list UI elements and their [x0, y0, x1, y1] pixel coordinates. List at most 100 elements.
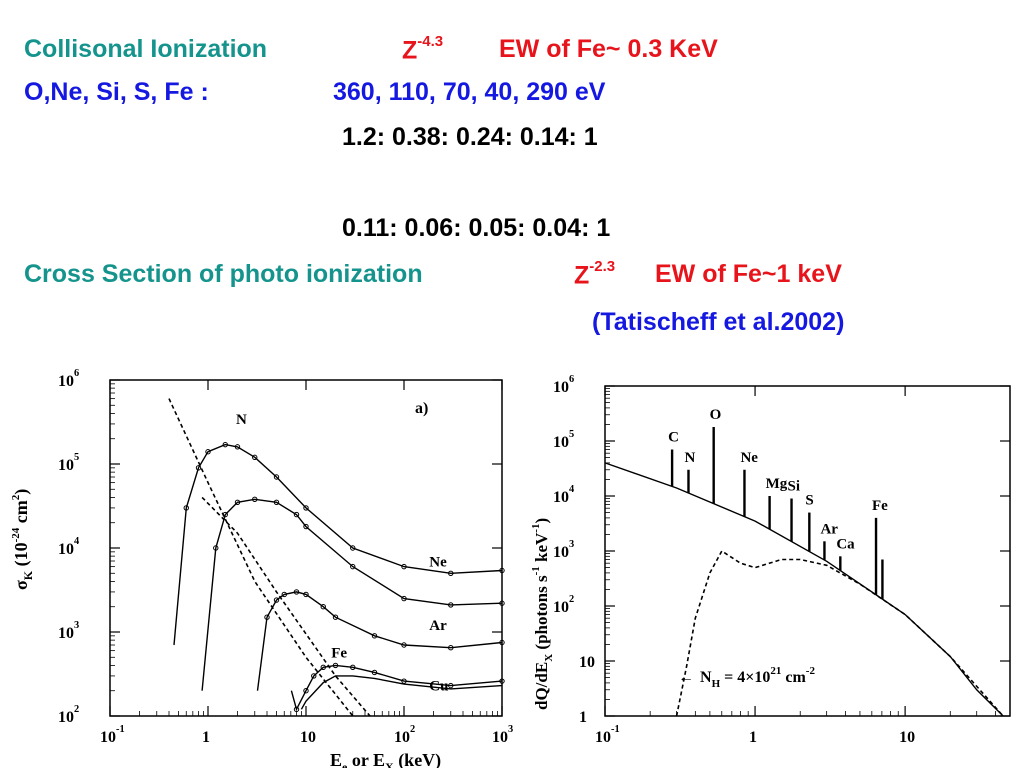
y-tick-label: 103: [58, 620, 79, 642]
data-point-ar: [401, 642, 407, 648]
data-point-n: [401, 563, 407, 570]
svg-text:σK (10-24 cm2): σK (10-24 cm2): [10, 489, 35, 590]
x-tick-label: 103: [492, 724, 513, 746]
line-label-ar: Ar: [820, 521, 838, 537]
curve-label-ne: Ne: [429, 555, 447, 571]
line-label-ne: Ne: [740, 450, 758, 466]
data-point-fe: [332, 662, 339, 669]
photoionization-label: Cross Section of photo ionization: [24, 260, 423, 288]
data-point-ne: [293, 511, 300, 518]
y-tick-label: 104: [553, 484, 574, 506]
ratio-collisional: 1.2: 0.38: 0.24: 0.14: 1: [342, 123, 598, 151]
plot-frame: [109, 379, 503, 717]
curve-label-cu: Cu: [429, 679, 448, 695]
y-tick-label: 106: [553, 374, 574, 396]
line-label-mg: Mg: [766, 476, 788, 492]
data-point-n: [273, 474, 280, 480]
data-point-n: [222, 441, 228, 448]
y-tick-label: 1: [579, 709, 587, 726]
y-tick-label: 10: [579, 654, 595, 671]
photo-z-scaling: Z-2.3: [574, 258, 616, 290]
data-point-ar: [371, 633, 378, 639]
data-point-ne: [213, 545, 219, 551]
data-point-n: [205, 449, 211, 455]
data-point-n: [303, 505, 309, 511]
x-ray-spectrum-chart: 10-1 1 10 1 10 102 103 104 105 106 dQ/dEX (photon…: [530, 374, 1011, 746]
series-line-fe: [290, 664, 503, 712]
elements-label: O,Ne, Si, S, Fe :: [24, 78, 209, 106]
ratio-photo: 0.11: 0.06: 0.05: 0.04: 1: [342, 214, 611, 242]
x-tick-label: 10-1: [100, 724, 125, 746]
citation: (Tatischeff et al.2002): [592, 308, 845, 336]
data-point-ar: [303, 591, 309, 598]
y-axis-label: σK (10-24 cm2): [10, 489, 35, 590]
curve-label-ar: Ar: [429, 618, 447, 634]
data-point-n: [252, 454, 258, 461]
data-point-fe: [320, 664, 326, 670]
line-label-ca: Ca: [836, 536, 855, 552]
elements-values: 360, 110, 70, 40, 290 eV: [333, 78, 606, 106]
data-point-n: [350, 545, 356, 551]
nh-annotation: ← NH = 4×1021 cm-2: [678, 665, 815, 690]
data-point-ne: [234, 499, 241, 505]
cross-section-chart: 10-111010210310410102103104105106 a) σK …: [10, 368, 513, 768]
data-point-ne: [222, 511, 228, 518]
data-point-ar: [264, 614, 270, 620]
line-label-fe: Fe: [872, 498, 888, 514]
y-axis-label: dQ/dEX (photons s-1 keV-1): [530, 518, 555, 710]
data-point-ne: [448, 602, 454, 608]
line-label-c: C: [668, 430, 679, 446]
data-point-n: [195, 465, 202, 471]
data-point-fe: [401, 678, 407, 684]
y-tick-label: 102: [553, 594, 574, 616]
y-tick-label: 104: [58, 536, 79, 558]
series-line-n: [168, 398, 354, 717]
y-tick-label: 106: [58, 368, 79, 390]
data-point-ar: [293, 589, 300, 595]
data-point-ne: [303, 523, 309, 530]
panel-label: a): [415, 400, 428, 417]
line-label-s: S: [805, 493, 813, 509]
x-tick-label: 10: [300, 729, 316, 746]
y-tick-label: 105: [58, 452, 79, 474]
data-point-ne: [273, 499, 280, 505]
data-point-ne: [252, 496, 258, 502]
y-tick-label: 105: [553, 429, 574, 451]
data-point-ar: [499, 639, 505, 646]
data-point-n: [499, 567, 505, 574]
curve-label-fe: Fe: [331, 645, 347, 661]
data-point-ar: [320, 604, 326, 610]
collisional-ew-fe: EW of Fe~ 0.3 KeV: [499, 35, 718, 63]
line-label-si: Si: [788, 479, 801, 495]
data-point-fe: [371, 669, 378, 676]
data-point-fe: [303, 688, 309, 694]
data-point-ar: [281, 591, 287, 598]
series-line-n: [173, 443, 503, 646]
line-label-o: O: [710, 407, 722, 423]
collisional-z-scaling: Z-4.3: [402, 33, 444, 65]
y-tick-label: 103: [553, 539, 574, 561]
curve-label-n: N: [236, 412, 247, 428]
data-point-fe: [293, 706, 300, 713]
series-line-ne: [201, 498, 503, 691]
data-point-ar: [332, 614, 339, 620]
svg-text:dQ/dEX (photons s-1 keV-1): dQ/dEX (photons s-1 keV-1): [530, 518, 555, 710]
x-tick-label: 1: [202, 729, 210, 746]
data-point-fe: [499, 678, 505, 684]
data-point-ar: [448, 645, 454, 651]
x-axis-label: Ee or EX (keV): [330, 750, 441, 768]
x-tick-label: 102: [394, 724, 415, 746]
x-tick-label: 1: [749, 729, 757, 746]
x-tick-label: 10-1: [595, 724, 620, 746]
data-point-n: [234, 444, 241, 450]
line-label-n: N: [684, 450, 695, 466]
x-tick-label: 10: [899, 729, 915, 746]
data-point-ne: [401, 595, 407, 602]
y-tick-label: 102: [58, 704, 79, 726]
data-point-ar: [273, 597, 280, 603]
data-point-fe: [350, 664, 356, 670]
series-line-spectrum: [604, 462, 1004, 717]
photo-ew-fe: EW of Fe~1 keV: [655, 260, 842, 288]
series-line-ne: [201, 496, 371, 717]
data-point-ne: [350, 563, 356, 570]
